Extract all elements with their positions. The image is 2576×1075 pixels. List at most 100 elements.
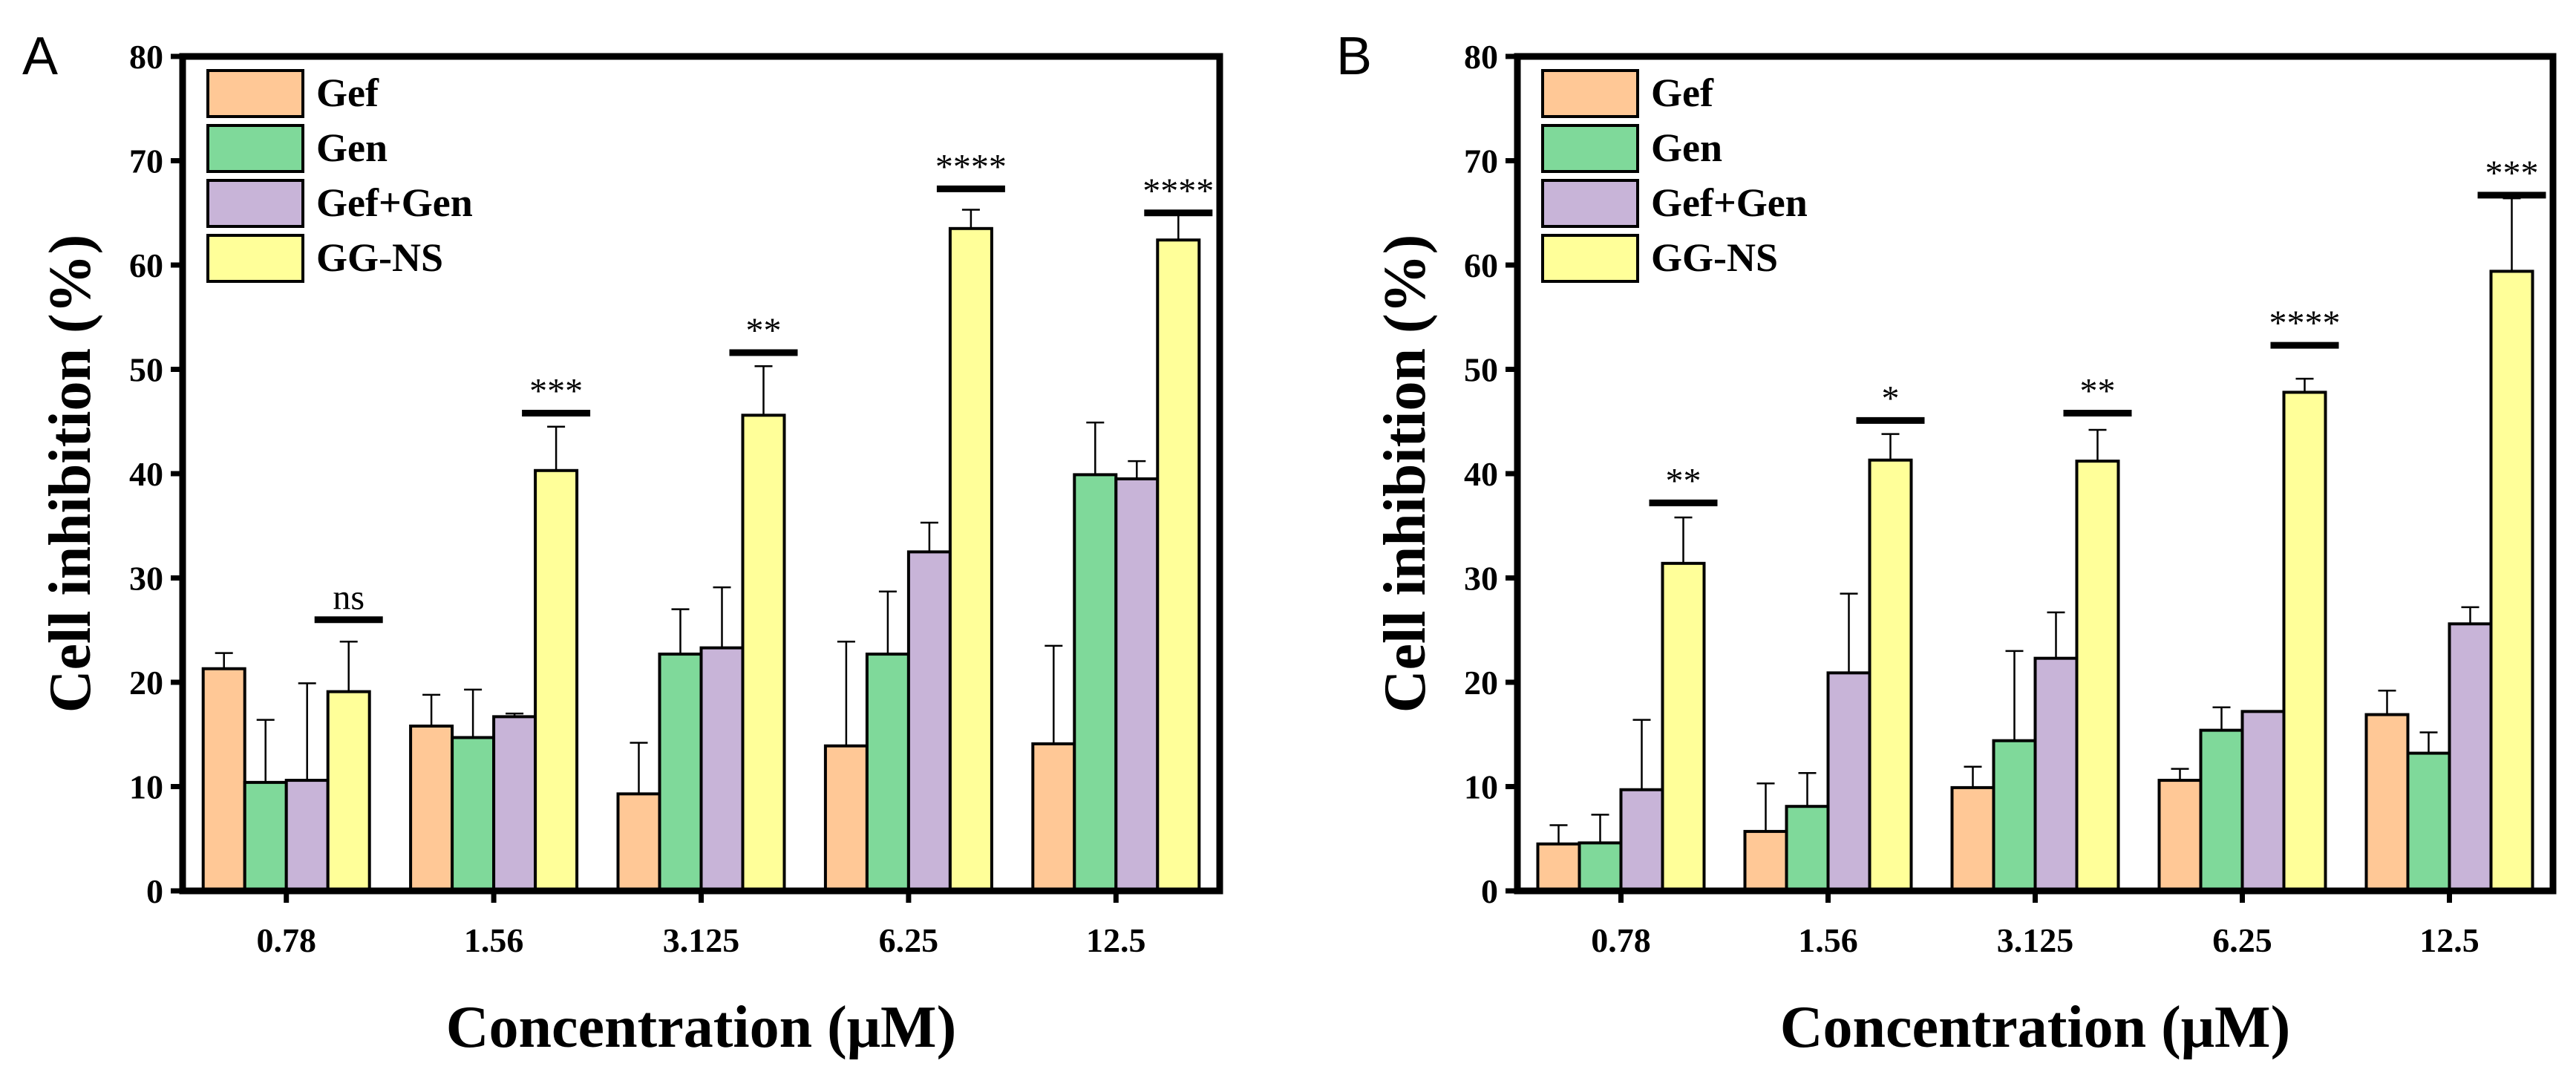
panel-label: B	[1336, 27, 1372, 86]
legend-swatch	[1541, 179, 1639, 228]
x-tick-label: 6.25	[879, 921, 939, 959]
significance-label: **	[746, 311, 782, 350]
bar-gef-gen-4	[2448, 622, 2493, 892]
y-tick-label: 40	[1464, 455, 1498, 493]
y-tick-label: 10	[1464, 768, 1498, 806]
bar-gef-gen-2	[2033, 656, 2079, 892]
bar-gen-1	[451, 736, 496, 893]
bar-gef-2	[616, 792, 661, 892]
y-tick-label: 10	[129, 768, 163, 806]
legend-label: Gef+Gen	[316, 180, 473, 225]
panel-label: A	[22, 27, 58, 86]
x-tick-label: 3.125	[1997, 921, 2074, 959]
legend-swatch	[1541, 69, 1639, 118]
bar-gen-4	[2406, 751, 2451, 892]
legend-label: GG-NS	[316, 235, 443, 280]
bar-gef-gen-2	[699, 646, 745, 892]
bar-gg-ns-4	[2489, 269, 2534, 892]
bar-gef-gen-0	[284, 779, 330, 892]
bar-gen-3	[865, 653, 910, 892]
legend-swatch	[206, 234, 304, 283]
significance-label: ns	[333, 578, 365, 618]
bar-gg-ns-0	[1661, 561, 1706, 893]
legend-label: GG-NS	[1651, 235, 1778, 280]
x-tick-label: 1.56	[464, 921, 524, 959]
bar-gef-1	[409, 725, 454, 893]
bar-gg-ns-2	[2075, 460, 2120, 892]
bar-gen-2	[658, 653, 703, 892]
y-tick-label: 40	[129, 455, 163, 493]
significance-label: ****	[935, 147, 1007, 186]
bar-gg-ns-3	[2282, 391, 2327, 892]
bar-gg-ns-1	[534, 468, 579, 892]
y-tick-label: 60	[1464, 246, 1498, 284]
bar-gef-4	[2364, 713, 2410, 892]
legend-swatch	[206, 124, 304, 173]
bar-gef-gen-3	[2240, 710, 2286, 893]
x-tick-label: 1.56	[1798, 921, 1858, 959]
y-tick-label: 30	[129, 560, 163, 598]
x-tick-label: 6.25	[2212, 921, 2272, 959]
y-axis-title: Cell inhibition (%)	[1373, 235, 1438, 713]
legend-swatch	[1541, 124, 1639, 173]
legend-label: Gef	[316, 71, 379, 115]
bar-gen-0	[1578, 841, 1623, 892]
significance-label: ****	[2269, 304, 2341, 343]
y-tick-label: 60	[129, 246, 163, 284]
bar-gen-4	[1073, 473, 1118, 892]
y-axis-title: Cell inhibition (%)	[38, 235, 103, 713]
legend-label: Gen	[316, 125, 388, 170]
significance-label: ***	[2485, 154, 2539, 193]
bar-gef-2	[1950, 785, 1995, 893]
bar-gef-0	[1536, 842, 1581, 893]
y-tick-label: 50	[1464, 351, 1498, 389]
bar-gef-gen-1	[1826, 671, 1871, 892]
x-tick-label: 12.5	[1086, 921, 1146, 959]
legend-label: Gef+Gen	[1651, 180, 1808, 225]
significance-label: *	[1882, 379, 1900, 418]
significance-label: **	[2080, 372, 2116, 411]
significance-label: ****	[1142, 171, 1214, 211]
y-tick-label: 80	[1464, 38, 1498, 76]
bar-gef-gen-4	[1114, 477, 1160, 892]
y-tick-label: 0	[1481, 872, 1498, 910]
bar-gef-gen-0	[1619, 788, 1664, 892]
x-tick-label: 12.5	[2419, 921, 2479, 959]
legend-label: Gef	[1651, 71, 1714, 115]
bar-gef-1	[1743, 829, 1788, 893]
y-tick-label: 70	[1464, 143, 1498, 180]
y-tick-label: 70	[129, 143, 163, 180]
bar-gg-ns-2	[741, 414, 786, 892]
bar-gg-ns-0	[326, 690, 371, 893]
bar-gef-gen-3	[906, 550, 952, 892]
x-tick-label: 3.125	[663, 921, 740, 959]
x-tick-label: 0.78	[256, 921, 316, 959]
significance-label: ***	[529, 372, 583, 411]
bar-gen-0	[243, 780, 288, 892]
bar-gef-3	[823, 744, 869, 893]
x-tick-label: 0.78	[1591, 921, 1651, 959]
y-tick-label: 20	[1464, 664, 1498, 702]
legend: Gef Gen Gef+Gen GG-NS	[1541, 69, 1808, 283]
bar-gef-0	[201, 667, 246, 892]
bar-gg-ns-4	[1156, 238, 1201, 892]
bar-gen-2	[1992, 739, 2037, 892]
y-tick-label: 80	[129, 38, 163, 76]
x-axis-title: Concentration (μM)	[1780, 995, 2290, 1060]
x-axis-title: Concentration (μM)	[446, 995, 956, 1060]
bar-gg-ns-3	[948, 226, 993, 892]
legend-swatch	[206, 69, 304, 118]
significance-label: **	[1666, 461, 1701, 500]
legend-label: Gen	[1651, 125, 1722, 170]
y-tick-label: 0	[146, 872, 163, 910]
bar-gef-gen-1	[492, 715, 537, 892]
y-tick-label: 30	[1464, 560, 1498, 598]
bar-gg-ns-1	[1868, 458, 1913, 892]
y-tick-label: 20	[129, 664, 163, 702]
legend-swatch	[206, 179, 304, 228]
bar-gef-4	[1031, 742, 1076, 893]
bar-gef-3	[2157, 779, 2203, 892]
